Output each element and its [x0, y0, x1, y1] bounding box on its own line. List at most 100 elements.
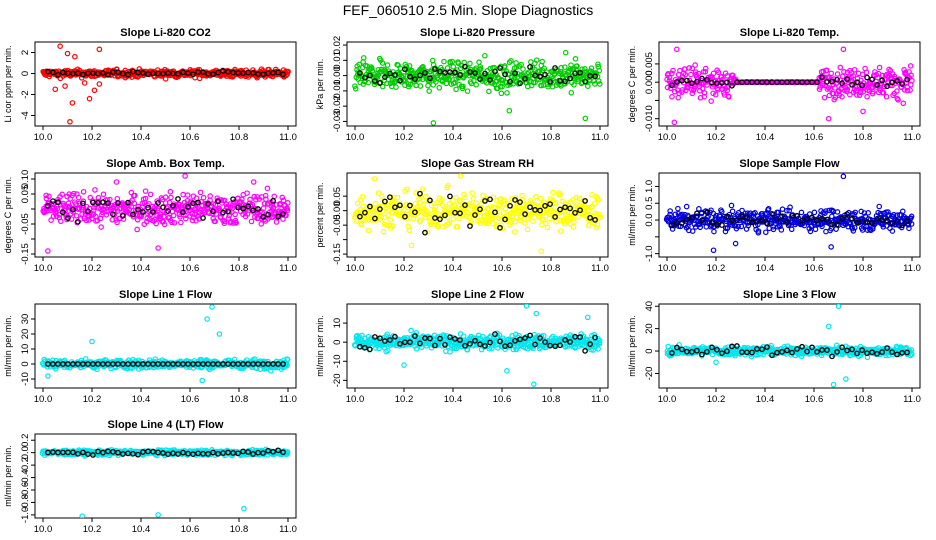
data-point [784, 207, 790, 214]
data-point [883, 93, 890, 100]
data-point [583, 211, 590, 218]
data-point [417, 83, 424, 89]
data-point [820, 68, 827, 75]
data-point [464, 209, 470, 216]
data-point [536, 68, 543, 74]
data-point [360, 216, 367, 223]
reference-point [467, 69, 473, 75]
outlier-point [673, 46, 680, 53]
data-point [844, 86, 851, 93]
data-point [728, 202, 735, 209]
x-tick-label: 10.6 [181, 132, 200, 143]
data-point [410, 215, 417, 222]
reference-point [357, 343, 363, 350]
data-point [450, 216, 457, 222]
data-point [591, 200, 598, 207]
points-layer [40, 43, 291, 125]
points-layer [663, 173, 915, 254]
x-tick-label: 10.0 [658, 132, 677, 143]
data-point [279, 194, 286, 201]
reference-point [387, 194, 393, 201]
y-axis-label: degrees C per min. [627, 46, 637, 123]
reference-point [704, 348, 710, 355]
outlier-point [96, 46, 103, 53]
outlier-point [572, 55, 579, 62]
data-point [675, 94, 681, 101]
x-tick-label: 10.2 [83, 394, 102, 405]
data-point [568, 89, 575, 96]
y-tick-label: -0.05 [20, 213, 31, 235]
data-point [864, 227, 871, 233]
x-tick-label: 10.4 [444, 394, 463, 405]
y-tick-label: -2 [20, 90, 31, 98]
reference-point [265, 211, 271, 218]
y-tick-label: 0.10 [20, 170, 31, 189]
y-tick-label: -20 [644, 367, 655, 381]
reference-point [427, 197, 433, 204]
data-point [183, 215, 189, 222]
data-point [406, 63, 413, 69]
y-tick-label: 30 [20, 314, 31, 325]
data-point [166, 199, 173, 206]
data-point [449, 58, 456, 65]
data-point [501, 197, 508, 203]
outlier-point [671, 119, 678, 126]
reference-point [417, 190, 423, 197]
data-point [847, 221, 854, 227]
data-point [468, 217, 475, 224]
data-point [850, 228, 857, 234]
reference-point [45, 68, 51, 75]
x-tick-label: 10.2 [83, 263, 102, 274]
data-point [473, 81, 480, 88]
x-tick-label: 10.8 [230, 394, 249, 405]
data-point [397, 65, 404, 72]
data-point [53, 213, 60, 219]
data-point [65, 200, 72, 207]
reference-point [709, 220, 715, 226]
data-point [359, 332, 365, 339]
reference-point [829, 78, 835, 85]
outlier-point [840, 173, 847, 180]
data-point [160, 213, 167, 220]
data-point [557, 228, 564, 234]
data-point [354, 200, 361, 207]
reference-point [245, 203, 251, 210]
data-point [909, 77, 915, 84]
data-point [365, 227, 372, 234]
data-point [258, 221, 265, 227]
x-tick-label: 10.4 [756, 263, 775, 274]
data-point [70, 190, 77, 197]
data-point [672, 211, 679, 218]
reference-point [799, 343, 805, 350]
reference-point [105, 71, 111, 78]
reference-point [75, 218, 81, 225]
data-point [507, 210, 514, 217]
y-axis-label: ml/min per min. [3, 315, 13, 377]
page-title: FEF_060510 2.5 Min. Slope Diagnostics [342, 2, 594, 18]
data-point [470, 195, 476, 202]
reference-point [557, 342, 563, 349]
data-point [688, 71, 694, 78]
data-point [536, 210, 543, 216]
data-point [865, 210, 871, 216]
y-axis-label: degrees C per min. [3, 177, 13, 254]
x-tick-label: 10.2 [83, 524, 102, 535]
plot-frame [34, 172, 297, 258]
data-point [762, 229, 769, 236]
data-point [231, 199, 237, 205]
reference-point [547, 201, 553, 207]
data-point [440, 224, 446, 230]
reference-point [185, 204, 191, 210]
reference-point [280, 71, 286, 78]
data-point [689, 65, 695, 72]
reference-point [527, 332, 533, 339]
data-point [798, 209, 805, 216]
y-tick-label: -10 [20, 372, 31, 386]
y-tick-label: 0.05 [20, 185, 31, 204]
data-point [511, 229, 518, 235]
outlier-point [835, 304, 842, 310]
data-point [902, 69, 909, 76]
outlier-point [81, 80, 88, 86]
reference-point [255, 206, 261, 212]
